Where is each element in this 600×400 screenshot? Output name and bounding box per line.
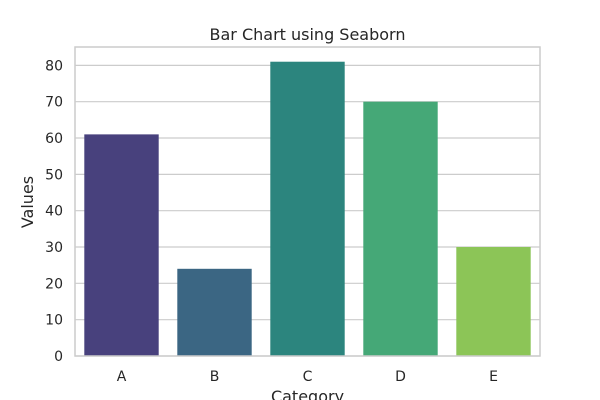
axes-frame (74, 46, 541, 357)
x-tick-label: C (303, 369, 313, 385)
bar-D (363, 101, 438, 356)
chart-title: Bar Chart using Seaborn (210, 25, 406, 44)
y-tick-label: 70 (45, 95, 63, 111)
bar-A (84, 134, 159, 356)
bar-E (456, 247, 531, 356)
x-tick-label: D (395, 369, 406, 385)
y-tick-label: 40 (45, 204, 63, 220)
bars (84, 61, 531, 356)
y-tick-label: 50 (45, 167, 63, 183)
y-tick-label: 20 (45, 276, 63, 292)
y-tick-label: 80 (45, 58, 63, 74)
y-tick-labels: 0 10 20 30 40 50 60 70 80 (45, 58, 63, 365)
y-tick-label: 0 (54, 349, 63, 365)
y-axis-label: Values (18, 176, 37, 228)
x-tick-labels: A B C D E (117, 369, 498, 385)
x-tick-label: E (489, 369, 498, 385)
x-tick-label: A (117, 369, 127, 385)
bar-C (270, 61, 345, 356)
y-tick-label: 60 (45, 131, 63, 147)
x-axis-label: Category (271, 387, 344, 400)
plot-frame (74, 46, 541, 357)
y-tick-label: 10 (45, 313, 63, 329)
x-tick-label: B (210, 369, 220, 385)
bar-B (177, 268, 252, 356)
y-tick-label: 30 (45, 240, 63, 256)
